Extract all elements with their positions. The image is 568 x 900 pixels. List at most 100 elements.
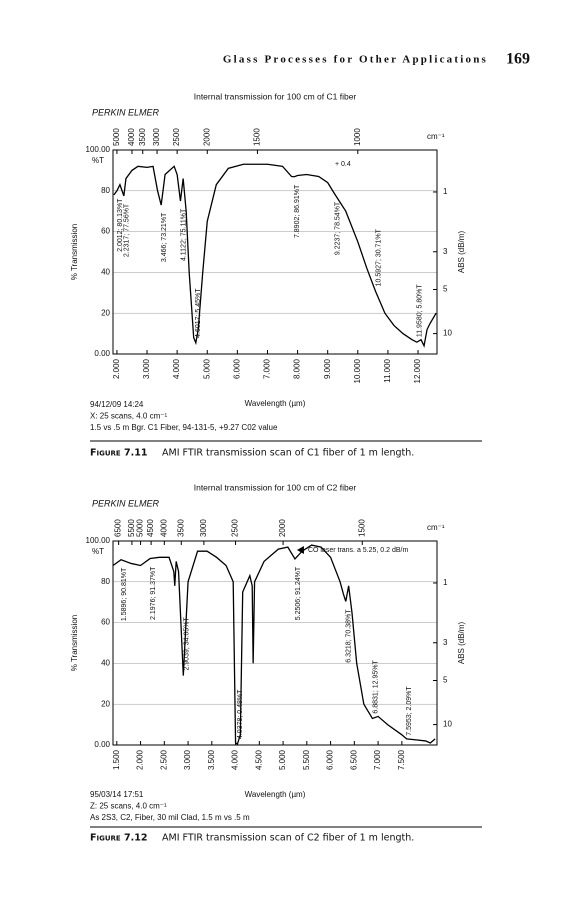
y-tick-label: 60 <box>101 618 110 627</box>
peak-annotation: 7.5953; 2.09%T <box>406 686 413 736</box>
peak-annotation: 5.2506; 91.24%T <box>295 566 302 620</box>
caption-text: AMI FTIR transmission scan of C2 fiber o… <box>162 833 414 844</box>
note: CO laser trans. a 5.25, 0.2 dB/m <box>308 547 409 554</box>
x-tick-label: 6.000 <box>232 358 241 379</box>
footer-line: As 2S3, C2, Fiber, 30 mil Clad, 1.5 m vs… <box>90 813 250 822</box>
x2-tick-label: 5000 <box>136 519 145 537</box>
x-tick-label: 3.000 <box>183 749 192 770</box>
x2-tick-label: 2000 <box>278 519 287 537</box>
x-tick-label: 10.000 <box>353 358 362 383</box>
peak-annotation: 4.0378; 0.48%T <box>237 689 244 739</box>
y-tick-label: 0.00 <box>94 740 110 749</box>
y-tick-label: 0.00 <box>94 349 110 358</box>
page-number: 169 <box>506 51 530 68</box>
x-tick-label: 3.500 <box>207 749 216 770</box>
x2-tick-label: 1500 <box>253 128 262 146</box>
footer-line: Z: 25 scans, 4.0 cm⁻¹ <box>90 802 167 811</box>
x-tick-label: 9.000 <box>323 358 332 379</box>
y2-tick-label: 10 <box>443 720 452 729</box>
x-tick-label: 5.000 <box>278 749 287 770</box>
peak-annotation: 9.2237; 78.54%T <box>334 201 341 255</box>
x2-axis-unit: cm⁻¹ <box>427 132 445 141</box>
peak-annotation: 4.1122; 75.11%T <box>180 208 187 261</box>
x2-tick-label: 3000 <box>199 519 208 537</box>
y-tick-label: 20 <box>101 699 110 708</box>
peak-annotation: 2.1976; 91.37%T <box>150 566 157 620</box>
x2-tick-label: 3000 <box>152 128 161 146</box>
x-tick-label: 2.500 <box>159 749 168 770</box>
y-tick-label: 60 <box>101 227 110 236</box>
y-tick-label: 40 <box>101 268 110 277</box>
peak-annotation: 7.8902; 86.91%T <box>294 184 301 238</box>
running-head: Glass Processes for Other Applications <box>223 54 488 66</box>
plot-frame <box>112 540 438 746</box>
chart-title: Internal transmission for 100 cm of C1 f… <box>194 91 357 101</box>
y-axis-unit: %T <box>92 156 104 165</box>
x2-tick-label: 5500 <box>127 519 136 537</box>
x2-tick-label: 2500 <box>172 128 181 146</box>
y2-tick-label: 3 <box>443 638 448 647</box>
y2-tick-label: 5 <box>443 285 448 294</box>
x2-tick-label: 6500 <box>114 519 123 537</box>
peak-annotation: 6.8831; 12.95%T <box>372 660 379 714</box>
x-axis-label: Wavelength (µm) <box>245 790 306 799</box>
y2-tick-label: 5 <box>443 676 448 685</box>
chart-title: Internal transmission for 100 cm of C2 f… <box>194 482 357 492</box>
x-tick-label: 7.500 <box>397 749 406 770</box>
x2-tick-label: 2500 <box>231 519 240 537</box>
y-tick-label: 80 <box>101 577 110 586</box>
x2-tick-label: 5000 <box>112 128 121 146</box>
x2-tick-label: 1000 <box>353 128 362 146</box>
brand: PERKIN ELMER <box>92 107 160 117</box>
caption-label: Figure 7.12 <box>90 833 147 844</box>
x-tick-label: 11.000 <box>383 358 392 382</box>
plot-frame <box>112 149 438 355</box>
caption-label: Figure 7.11 <box>90 448 147 459</box>
y2-axis-label: ABS (dB/m) <box>457 622 466 665</box>
x2-tick-label: 2000 <box>202 128 211 146</box>
peak-annotation: 10.5927; 30.71%T <box>375 228 382 286</box>
y-tick-label: 20 <box>101 308 110 317</box>
y-tick-label: 40 <box>101 659 110 668</box>
x2-tick-label: 4000 <box>127 128 136 146</box>
spectrum-line <box>112 544 436 745</box>
x2-axis-unit: cm⁻¹ <box>427 523 445 532</box>
x2-tick-label: 4000 <box>159 519 168 537</box>
y-axis-unit: %T <box>92 547 104 556</box>
x-tick-label: 12.000 <box>413 358 422 383</box>
x-tick-label: 7.000 <box>373 749 382 770</box>
y2-tick-label: 1 <box>443 187 448 196</box>
footer-line: 94/12/09 14:24 <box>90 400 144 409</box>
x-tick-label: 4.000 <box>172 358 181 379</box>
footer-line: 1.5 vs .5 m Bgr. C1 Fiber, 94-131-5, +9.… <box>90 423 278 432</box>
x2-tick-label: 1500 <box>357 519 366 537</box>
peak-annotation: 2.9039; 34.05%T <box>183 616 190 670</box>
x2-tick-label: 3500 <box>138 128 147 146</box>
x-tick-label: 3.000 <box>142 358 151 379</box>
caption-text: AMI FTIR transmission scan of C1 fiber o… <box>162 448 414 459</box>
footer-line: X: 25 scans, 4.0 cm⁻¹ <box>90 412 167 421</box>
y-tick-label: 100.00 <box>86 536 111 545</box>
y2-tick-label: 10 <box>443 329 452 338</box>
x-tick-label: 5.000 <box>202 358 211 379</box>
y2-tick-label: 3 <box>443 247 448 256</box>
peak-annotation: 2.0012; 80.13%T <box>117 198 124 252</box>
x2-tick-label: 3500 <box>176 519 185 537</box>
spectrum-line <box>113 163 437 348</box>
x-axis-label: Wavelength (µm) <box>245 399 306 408</box>
x-tick-label: 1.500 <box>112 749 121 770</box>
y-axis-label: % Transmission <box>70 615 79 671</box>
peak-annotation: 2.2317; 77.56%T <box>124 203 131 257</box>
x-tick-label: 6.000 <box>326 749 335 770</box>
x-tick-label: 2.000 <box>136 749 145 770</box>
x2-tick-label: 4500 <box>146 519 155 537</box>
footer-line: 95/03/14 17:51 <box>90 790 144 799</box>
y-axis-label: % Transmission <box>70 224 79 280</box>
y2-tick-label: 1 <box>443 578 448 587</box>
x-tick-label: 6.500 <box>349 749 358 770</box>
peak-annotation: 3.466; 73.21%T <box>161 212 168 262</box>
x-tick-label: 4.500 <box>254 749 263 770</box>
peak-annotation: 6.3218; 70.38%T <box>346 609 353 663</box>
y-tick-label: 100.00 <box>86 145 111 154</box>
